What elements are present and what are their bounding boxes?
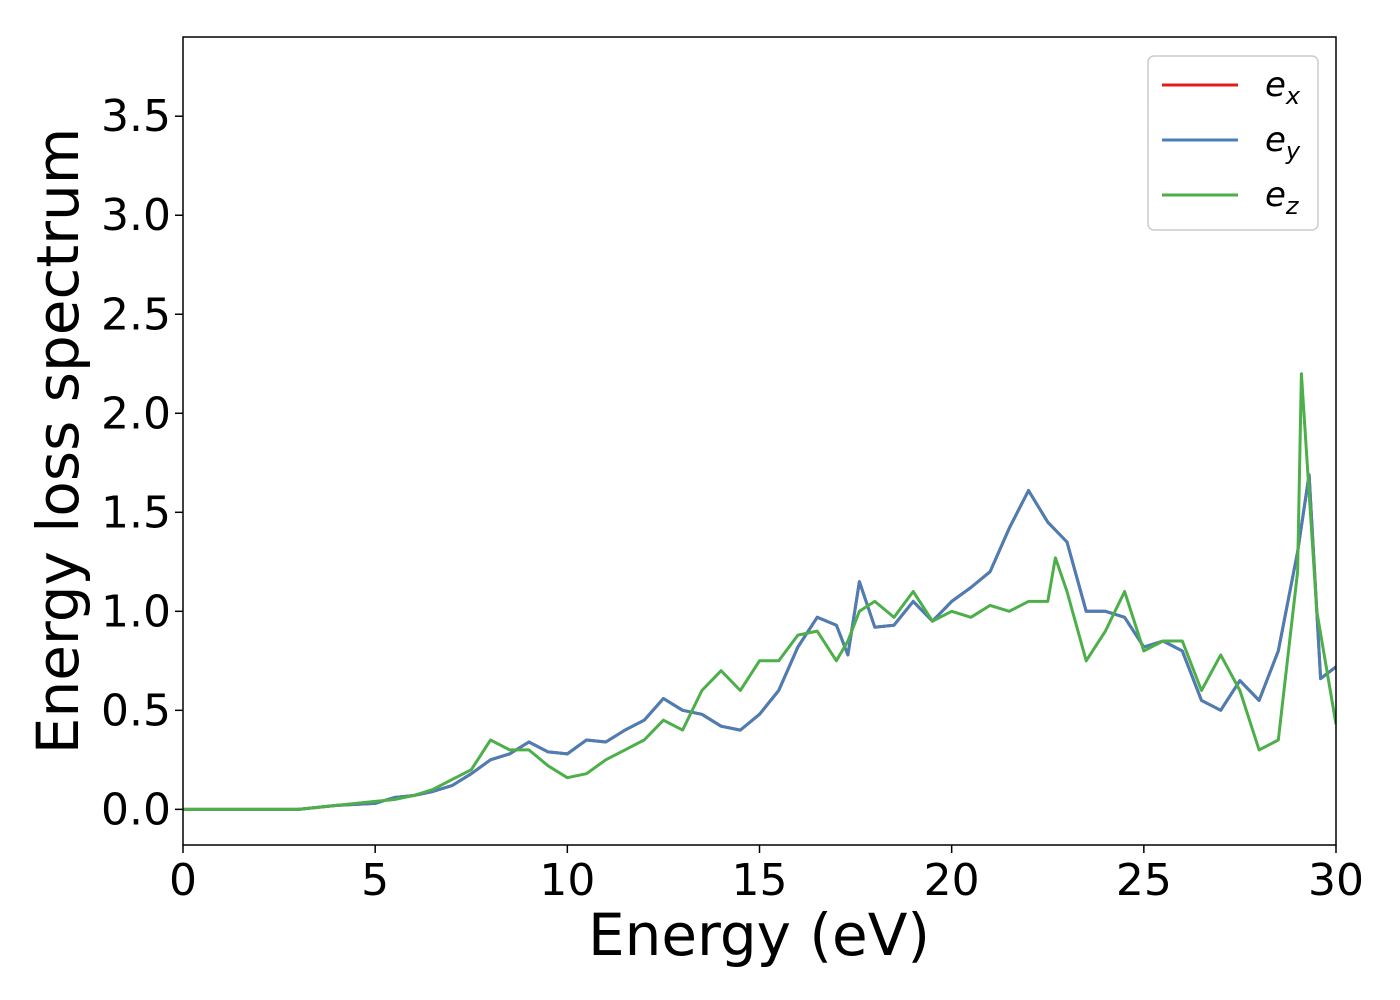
series-line-y [183, 473, 1336, 811]
series-line-z [183, 372, 1336, 811]
legend-label-z: ez [1265, 175, 1300, 220]
y-tick-label: 0.5 [101, 685, 171, 736]
x-tick-label: 30 [1308, 855, 1364, 906]
x-tick-label: 25 [1116, 855, 1172, 906]
x-tick-label: 0 [169, 855, 197, 906]
legend-box [1147, 55, 1319, 231]
y-tick-label: 3.0 [101, 190, 171, 241]
y-tick-label: 3.5 [101, 91, 171, 142]
y-tick-label: 1.5 [101, 487, 171, 538]
y-tick-label: 0.0 [101, 784, 171, 835]
y-tick-label: 1.0 [101, 586, 171, 637]
x-tick-label: 10 [539, 855, 595, 906]
y-tick-label: 2.0 [101, 388, 171, 439]
y-axis-label: Energy loss spectrum [24, 128, 92, 754]
x-tick-label: 5 [361, 855, 389, 906]
x-tick-label: 20 [924, 855, 980, 906]
y-tick-label: 2.5 [101, 289, 171, 340]
x-tick-label: 15 [732, 855, 788, 906]
x-axis-label: Energy (eV) [588, 901, 930, 969]
